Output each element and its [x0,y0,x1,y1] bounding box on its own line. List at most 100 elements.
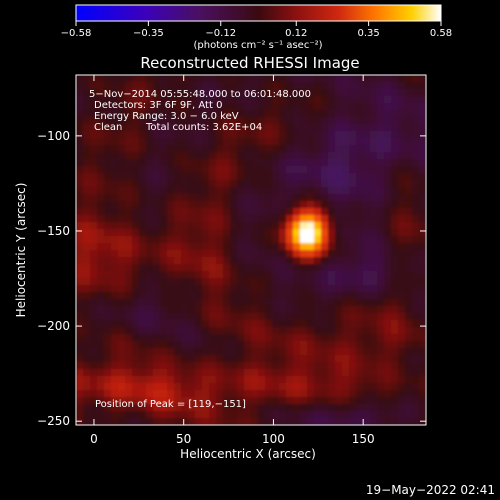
heatmap-cell [293,355,301,363]
heatmap-cell [398,397,406,405]
heatmap-cell [342,187,350,195]
heatmap-cell [153,250,161,258]
heatmap-cell [384,222,392,230]
heatmap-cell [181,215,189,223]
heatmap-cell [307,166,315,174]
heatmap-cell [314,201,322,209]
heatmap-cell [251,383,259,391]
heatmap-cell [181,138,189,146]
heatmap-cell [349,355,357,363]
heatmap-cell [174,194,182,202]
heatmap-cell [272,103,280,111]
heatmap-cell [90,236,98,244]
heatmap-cell [160,201,168,209]
heatmap-cell [216,418,224,425]
heatmap-cell [251,138,259,146]
heatmap-cell [307,145,315,153]
heatmap-cell [167,82,175,90]
heatmap-cell [293,243,301,251]
heatmap-cell [104,355,112,363]
heatmap-cell [153,166,161,174]
heatmap-cell [405,166,413,174]
heatmap-cell [188,180,196,188]
heatmap-cell [370,96,378,104]
heatmap-cell [230,390,238,398]
heatmap-cell [209,152,217,160]
heatmap-cell [391,355,399,363]
heatmap-cell [76,215,84,223]
heatmap-cell [342,327,350,335]
heatmap-cell [244,257,252,265]
heatmap-cell [237,229,245,237]
heatmap-cell [188,222,196,230]
colorbar-tick-label: −0.12 [205,28,236,39]
heatmap-cell [377,236,385,244]
heatmap-cell [104,418,112,425]
heatmap-cell [181,208,189,216]
heatmap-cell [139,369,147,377]
heatmap-cell [97,194,105,202]
annotation-method: Clean [94,122,122,133]
heatmap-cell [419,194,426,202]
heatmap-cell [307,103,315,111]
heatmap-cell [398,201,406,209]
heatmap-cell [153,257,161,265]
heatmap-cell [412,306,420,314]
heatmap-cell [314,376,322,384]
heatmap-cell [104,285,112,293]
heatmap-cell [384,82,392,90]
heatmap-cell [83,89,91,97]
heatmap-cell [90,390,98,398]
heatmap-cell [356,320,364,328]
heatmap-cell [160,166,168,174]
heatmap-cell [258,117,266,125]
heatmap-cell [167,194,175,202]
heatmap-cell [251,215,259,223]
heatmap-cell [300,383,308,391]
heatmap-cell [237,418,245,425]
heatmap-cell [125,201,133,209]
heatmap-cell [174,271,182,279]
heatmap-cell [265,208,273,216]
heatmap-cell [181,103,189,111]
heatmap-cell [167,362,175,370]
heatmap-cell [230,376,238,384]
heatmap-cell [405,257,413,265]
heatmap-cell [419,285,426,293]
heatmap-cell [160,285,168,293]
heatmap-cell [286,103,294,111]
heatmap-cell [111,334,119,342]
heatmap-cell [195,313,203,321]
heatmap-cell [314,299,322,307]
heatmap-cell [125,194,133,202]
heatmap-cell [83,145,91,153]
heatmap-cell [139,334,147,342]
heatmap-cell [412,96,420,104]
heatmap-cell [188,89,196,97]
heatmap-cell [286,313,294,321]
heatmap-cell [223,131,231,139]
heatmap-cell [258,201,266,209]
heatmap-cell [209,348,217,356]
heatmap-cell [188,299,196,307]
heatmap-cell [97,243,105,251]
heatmap-cell [314,180,322,188]
heatmap-cell [391,75,399,83]
heatmap-cell [377,320,385,328]
heatmap-cell [412,187,420,195]
heatmap-cell [153,117,161,125]
heatmap-cell [384,180,392,188]
heatmap-cell [146,75,154,83]
heatmap-cell [132,131,140,139]
heatmap-cell [167,138,175,146]
heatmap-cell [251,145,259,153]
heatmap-cell [279,243,287,251]
heatmap-cell [377,264,385,272]
heatmap-cell [328,201,336,209]
heatmap-cell [321,82,329,90]
heatmap-cell [125,313,133,321]
heatmap-cell [139,117,147,125]
heatmap-cell [405,418,413,425]
heatmap-cell [356,222,364,230]
heatmap-cell [405,110,413,118]
